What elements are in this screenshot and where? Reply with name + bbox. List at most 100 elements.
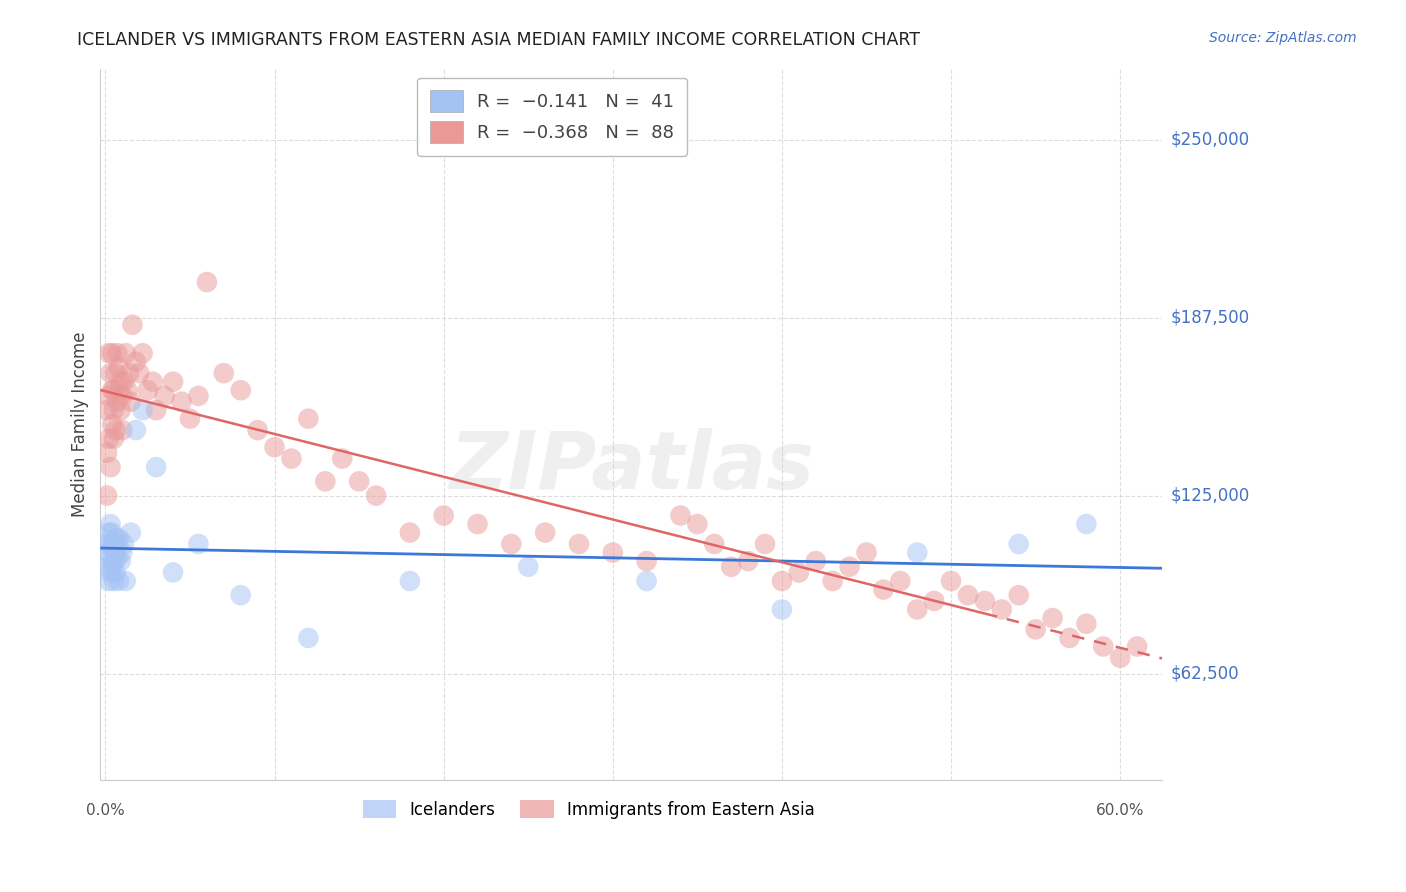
Point: [111, 545, 134, 559]
Point: [103, 383, 125, 397]
Point: [110, 554, 132, 568]
Point: [804, 554, 827, 568]
Point: [121, 318, 143, 332]
Point: [703, 537, 725, 551]
Point: [1042, 611, 1064, 625]
Point: [229, 588, 252, 602]
Point: [364, 489, 387, 503]
Point: [96, 403, 118, 417]
Text: ICELANDER VS IMMIGRANTS FROM EASTERN ASIA MEDIAN FAMILY INCOME CORRELATION CHART: ICELANDER VS IMMIGRANTS FROM EASTERN ASI…: [77, 31, 921, 49]
Point: [100, 460, 122, 475]
Point: [120, 525, 142, 540]
Point: [467, 517, 489, 532]
Point: [114, 574, 136, 588]
Point: [105, 394, 128, 409]
Point: [1092, 640, 1115, 654]
Point: [838, 559, 860, 574]
Point: [111, 389, 134, 403]
Point: [973, 594, 995, 608]
Point: [101, 525, 124, 540]
Point: [1025, 623, 1047, 637]
Point: [297, 631, 319, 645]
Point: [96, 537, 118, 551]
Point: [433, 508, 456, 523]
Point: [1076, 616, 1098, 631]
Point: [686, 517, 709, 532]
Point: [162, 566, 184, 580]
Point: [136, 383, 159, 397]
Point: [821, 574, 844, 588]
Point: [636, 574, 658, 588]
Point: [1008, 588, 1031, 602]
Point: [131, 403, 153, 417]
Point: [125, 423, 148, 437]
Point: [170, 394, 193, 409]
Point: [101, 417, 124, 432]
Point: [100, 551, 122, 566]
Point: [991, 602, 1014, 616]
Point: [101, 383, 124, 397]
Point: [669, 508, 692, 523]
Point: [105, 537, 128, 551]
Point: [105, 346, 128, 360]
Point: [105, 551, 128, 566]
Point: [104, 531, 127, 545]
Point: [131, 346, 153, 360]
Point: [120, 394, 142, 409]
Point: [101, 540, 124, 554]
Point: [1126, 640, 1149, 654]
Point: [737, 554, 759, 568]
Point: [145, 403, 167, 417]
Point: [568, 537, 591, 551]
Point: [720, 559, 742, 574]
Point: [142, 375, 165, 389]
Point: [104, 366, 127, 380]
Point: [97, 545, 120, 559]
Point: [1059, 631, 1081, 645]
Point: [162, 375, 184, 389]
Point: [602, 545, 624, 559]
Point: [110, 375, 132, 389]
Point: [956, 588, 979, 602]
Point: [96, 489, 118, 503]
Point: [754, 537, 776, 551]
Point: [347, 475, 370, 489]
Point: [872, 582, 894, 597]
Point: [104, 545, 127, 559]
Legend: Icelanders, Immigrants from Eastern Asia: Icelanders, Immigrants from Eastern Asia: [356, 793, 821, 825]
Point: [636, 554, 658, 568]
Point: [108, 574, 131, 588]
Point: [97, 574, 120, 588]
Point: [112, 537, 135, 551]
Point: [212, 366, 235, 380]
Point: [187, 389, 209, 403]
Point: [399, 574, 422, 588]
Text: $187,500: $187,500: [1171, 309, 1250, 326]
Point: [399, 525, 422, 540]
Point: [96, 446, 118, 460]
Point: [100, 537, 122, 551]
Text: $125,000: $125,000: [1171, 487, 1250, 505]
Point: [939, 574, 962, 588]
Point: [97, 525, 120, 540]
Point: [187, 537, 209, 551]
Point: [118, 366, 141, 380]
Point: [246, 423, 269, 437]
Point: [112, 375, 135, 389]
Point: [108, 360, 131, 375]
Point: [889, 574, 911, 588]
Point: [125, 355, 148, 369]
Point: [1109, 651, 1132, 665]
Point: [770, 602, 793, 616]
Point: [314, 475, 336, 489]
Text: 0.0%: 0.0%: [86, 803, 125, 818]
Text: 60.0%: 60.0%: [1095, 803, 1144, 818]
Point: [145, 460, 167, 475]
Point: [103, 554, 125, 568]
Point: [229, 383, 252, 397]
Y-axis label: Median Family Income: Median Family Income: [72, 332, 89, 517]
Point: [179, 411, 201, 425]
Point: [1076, 517, 1098, 532]
Point: [263, 440, 285, 454]
Point: [517, 559, 540, 574]
